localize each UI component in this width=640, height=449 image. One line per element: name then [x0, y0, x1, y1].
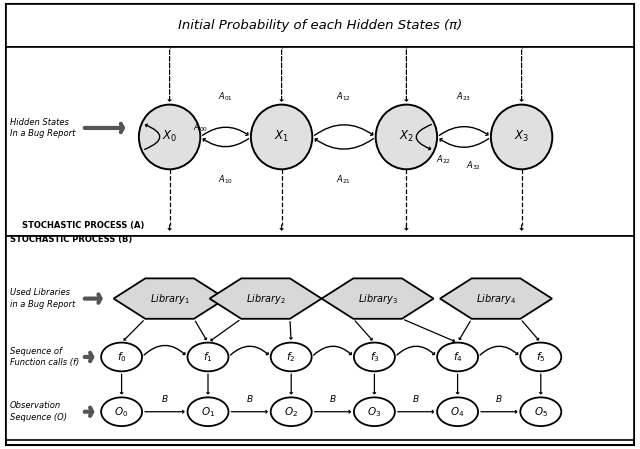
FancyBboxPatch shape	[6, 47, 634, 236]
Circle shape	[271, 343, 312, 371]
Text: Initial Probability of each Hidden States (π): Initial Probability of each Hidden State…	[178, 19, 462, 32]
Text: Sequence of
Function calls (f): Sequence of Function calls (f)	[10, 347, 79, 367]
Text: Observation
Sequence (O): Observation Sequence (O)	[10, 401, 67, 422]
Text: $f_5$: $f_5$	[536, 350, 545, 364]
Circle shape	[101, 343, 142, 371]
Text: STOCHASTIC PROCESS (B): STOCHASTIC PROCESS (B)	[10, 235, 132, 244]
Text: $X_0$: $X_0$	[162, 129, 177, 145]
Text: $Library_2$: $Library_2$	[246, 291, 285, 306]
Text: STOCHASTIC PROCESS (A): STOCHASTIC PROCESS (A)	[22, 221, 145, 230]
Text: $A_{21}$: $A_{21}$	[337, 173, 351, 186]
Text: $O_1$: $O_1$	[201, 405, 215, 418]
Circle shape	[188, 397, 228, 426]
Text: $A_{32}$: $A_{32}$	[466, 160, 481, 172]
Circle shape	[354, 397, 395, 426]
Circle shape	[437, 343, 478, 371]
Text: $A_{10}$: $A_{10}$	[218, 173, 233, 186]
Circle shape	[354, 343, 395, 371]
Polygon shape	[210, 278, 321, 319]
Text: $O_0$: $O_0$	[115, 405, 129, 418]
Text: B: B	[496, 395, 502, 404]
FancyBboxPatch shape	[6, 4, 634, 47]
Text: $O_5$: $O_5$	[534, 405, 548, 418]
Text: $O_2$: $O_2$	[284, 405, 298, 418]
Text: $O_3$: $O_3$	[367, 405, 381, 418]
Text: $A_{00}$: $A_{00}$	[193, 122, 208, 134]
Circle shape	[520, 397, 561, 426]
Text: $f_0$: $f_0$	[116, 350, 127, 364]
Circle shape	[101, 397, 142, 426]
Circle shape	[437, 397, 478, 426]
Text: Hidden States
In a Bug Report: Hidden States In a Bug Report	[10, 118, 75, 138]
Text: $A_{01}$: $A_{01}$	[218, 90, 233, 103]
Polygon shape	[321, 278, 434, 319]
Text: Used Libraries
in a Bug Report: Used Libraries in a Bug Report	[10, 288, 75, 309]
Polygon shape	[114, 278, 226, 319]
Text: B: B	[413, 395, 419, 404]
Text: $f_4$: $f_4$	[452, 350, 463, 364]
Circle shape	[188, 343, 228, 371]
FancyBboxPatch shape	[6, 4, 634, 445]
Text: $A_{22}$: $A_{22}$	[436, 153, 451, 166]
Text: $A_{12}$: $A_{12}$	[337, 90, 351, 103]
Ellipse shape	[251, 105, 312, 169]
Text: B: B	[330, 395, 336, 404]
Ellipse shape	[139, 105, 200, 169]
FancyBboxPatch shape	[6, 236, 634, 440]
Text: $Library_1$: $Library_1$	[150, 291, 189, 306]
Text: $Library_3$: $Library_3$	[358, 291, 397, 306]
Text: $X_1$: $X_1$	[274, 129, 289, 145]
Text: $O_4$: $O_4$	[451, 405, 465, 418]
Ellipse shape	[376, 105, 437, 169]
Ellipse shape	[491, 105, 552, 169]
Text: $Library_4$: $Library_4$	[476, 291, 516, 306]
Text: B: B	[162, 395, 168, 404]
Text: $X_2$: $X_2$	[399, 129, 414, 145]
Circle shape	[520, 343, 561, 371]
Text: $f_2$: $f_2$	[287, 350, 296, 364]
Text: B: B	[246, 395, 253, 404]
Text: $f_3$: $f_3$	[369, 350, 380, 364]
Polygon shape	[440, 278, 552, 319]
Text: $f_1$: $f_1$	[203, 350, 213, 364]
Text: $A_{23}$: $A_{23}$	[456, 90, 472, 103]
Text: $X_3$: $X_3$	[514, 129, 529, 145]
Circle shape	[271, 397, 312, 426]
